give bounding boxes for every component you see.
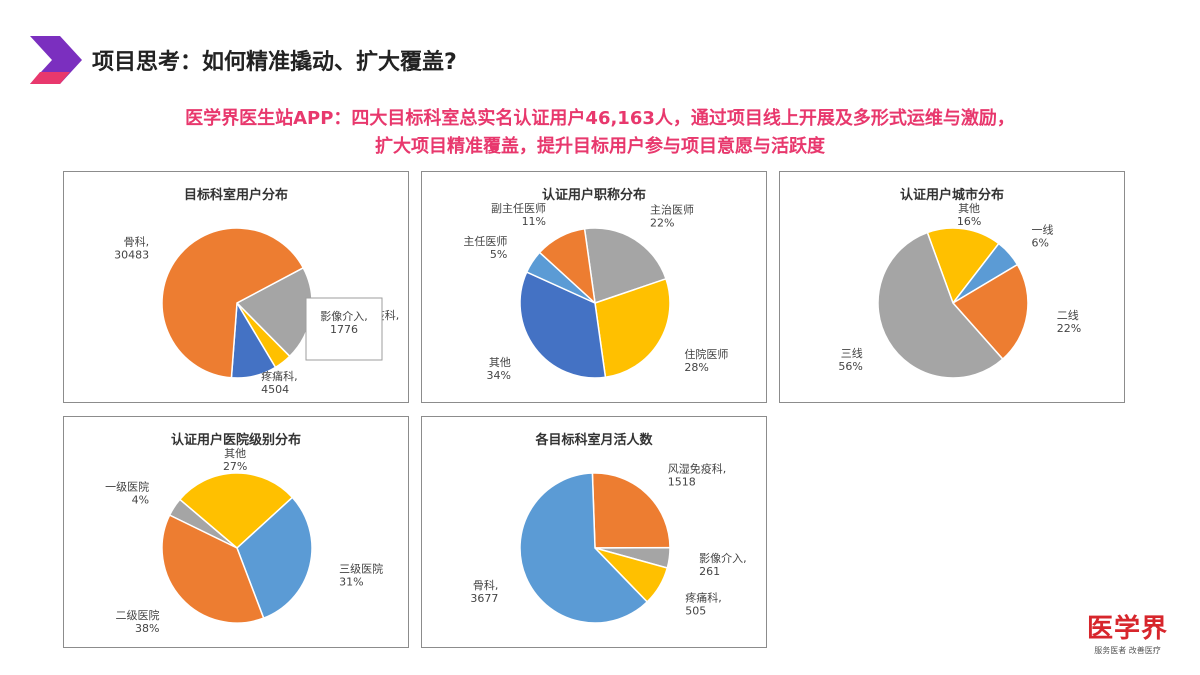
chart-panel-city: 认证用户城市分布 其他 16% 一线 6% 二线 22% 三线 56% <box>779 171 1125 403</box>
data-label: 影像介入, 1776 <box>320 310 368 336</box>
data-label: 其他 16% <box>957 202 981 228</box>
headline-line-2: 扩大项目精准覆盖，提升目标用户参与项目意愿与活跃度 <box>375 136 825 157</box>
pie-slice <box>538 227 597 305</box>
pie-slice <box>877 231 1004 379</box>
data-label: 一级医院 4% <box>105 480 149 507</box>
chart-title: 认证用户城市分布 <box>899 188 1004 203</box>
data-label: 三线 56% <box>838 346 862 373</box>
logo-mark-icon <box>30 36 82 84</box>
pie-slice <box>926 227 1000 305</box>
pie-chart-monthly-active: 风湿免疫科, 1518 影像介入, 261 疼痛科, 505 骨科, 3677 <box>470 461 747 624</box>
chart-panel-dept-users: 目标科室用户分布 风湿免疫科,9400影像介入,1776疼痛科,4504骨科,3… <box>63 171 409 403</box>
chart-panel-job-title: 认证用户职称分布 主治医师 22% 住院医师 28% 其他 34% 主任医师 5% 副主任医师 1… <box>421 171 767 403</box>
data-label: 三级医院 31% <box>339 561 383 588</box>
chart-panel-hospital-level: 认证用户医院级别分布 一级医院 4% 其他 27% 三级医院 31% 二级医院 38% <box>63 416 409 648</box>
chart-title: 目标科室用户分布 <box>183 188 288 203</box>
chart-title: 各目标科室月活人数 <box>535 433 653 448</box>
brand-logo: 医学界 服务医者 改善医疗 <box>1087 615 1168 656</box>
pie-slice <box>161 514 265 624</box>
pie-slice <box>519 472 649 624</box>
data-label: 主治医师 22% <box>650 203 694 230</box>
data-label: 骨科, 30483 <box>114 235 149 262</box>
pie-slice <box>178 472 294 549</box>
chart-title: 认证用户职称分布 <box>541 188 646 203</box>
data-label: 一线 6% <box>1032 222 1054 249</box>
data-label: 二线 22% <box>1057 308 1081 335</box>
pie-chart-city: 其他 16% 一线 6% 二线 22% 三线 56% <box>838 202 1081 379</box>
pie-slice <box>951 263 1029 361</box>
pie-slice <box>236 496 313 620</box>
data-label: 影像介入, 261 <box>699 552 747 578</box>
data-label: 疼痛科, 505 <box>685 591 722 618</box>
data-label: 主任医师 5% <box>463 235 507 261</box>
data-label: 风湿免疫科, 1518 <box>668 461 727 488</box>
data-label: 疼痛科, 4504 <box>261 369 298 396</box>
pie-chart-hospital-level: 一级医院 4% 其他 27% 三级医院 31% 二级医院 38% <box>105 447 383 635</box>
brand-slogan: 服务医者 改善医疗 <box>1094 646 1161 655</box>
data-label: 其他 34% <box>486 356 510 382</box>
data-label: 二级医院 38% <box>115 608 159 635</box>
headline-line-1: 医学界医生站APP：四大目标科室总实名认证用户46,163人，通过项目线上开展及… <box>185 108 1015 129</box>
pie-slice <box>161 227 305 379</box>
chart-title: 认证用户医院级别分布 <box>170 433 301 448</box>
data-label: 骨科, 3677 <box>470 578 498 605</box>
data-label: 住院医师 28% <box>684 347 728 374</box>
data-label: 副主任医师 11% <box>491 202 546 228</box>
pie-slice <box>591 472 671 549</box>
pie-chart-job-title: 主治医师 22% 住院医师 28% 其他 34% 主任医师 5% 副主任医师 11% <box>463 202 728 382</box>
data-label: 其他 27% <box>223 447 247 473</box>
data-label-callout-box <box>305 297 383 361</box>
chart-panel-monthly-active: 各目标科室月活人数 风湿免疫科, 1518 影像介入, 261 疼痛科, 505 骨科, 36… <box>421 416 767 648</box>
page-title: 项目思考：如何精准撬动、扩大覆盖? <box>92 50 457 75</box>
brand-name: 医学界 <box>1086 614 1168 644</box>
pie-slice <box>583 227 667 305</box>
pie-slice <box>594 277 671 379</box>
